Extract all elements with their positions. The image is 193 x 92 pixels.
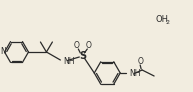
Text: OH: OH: [155, 15, 168, 24]
Text: N: N: [1, 47, 6, 56]
Text: NH: NH: [129, 69, 141, 78]
Text: NH: NH: [63, 56, 75, 66]
Text: O: O: [73, 40, 79, 49]
Text: O: O: [85, 40, 91, 49]
Text: S: S: [79, 51, 86, 61]
Text: O: O: [137, 56, 143, 66]
Text: 2: 2: [165, 20, 169, 24]
